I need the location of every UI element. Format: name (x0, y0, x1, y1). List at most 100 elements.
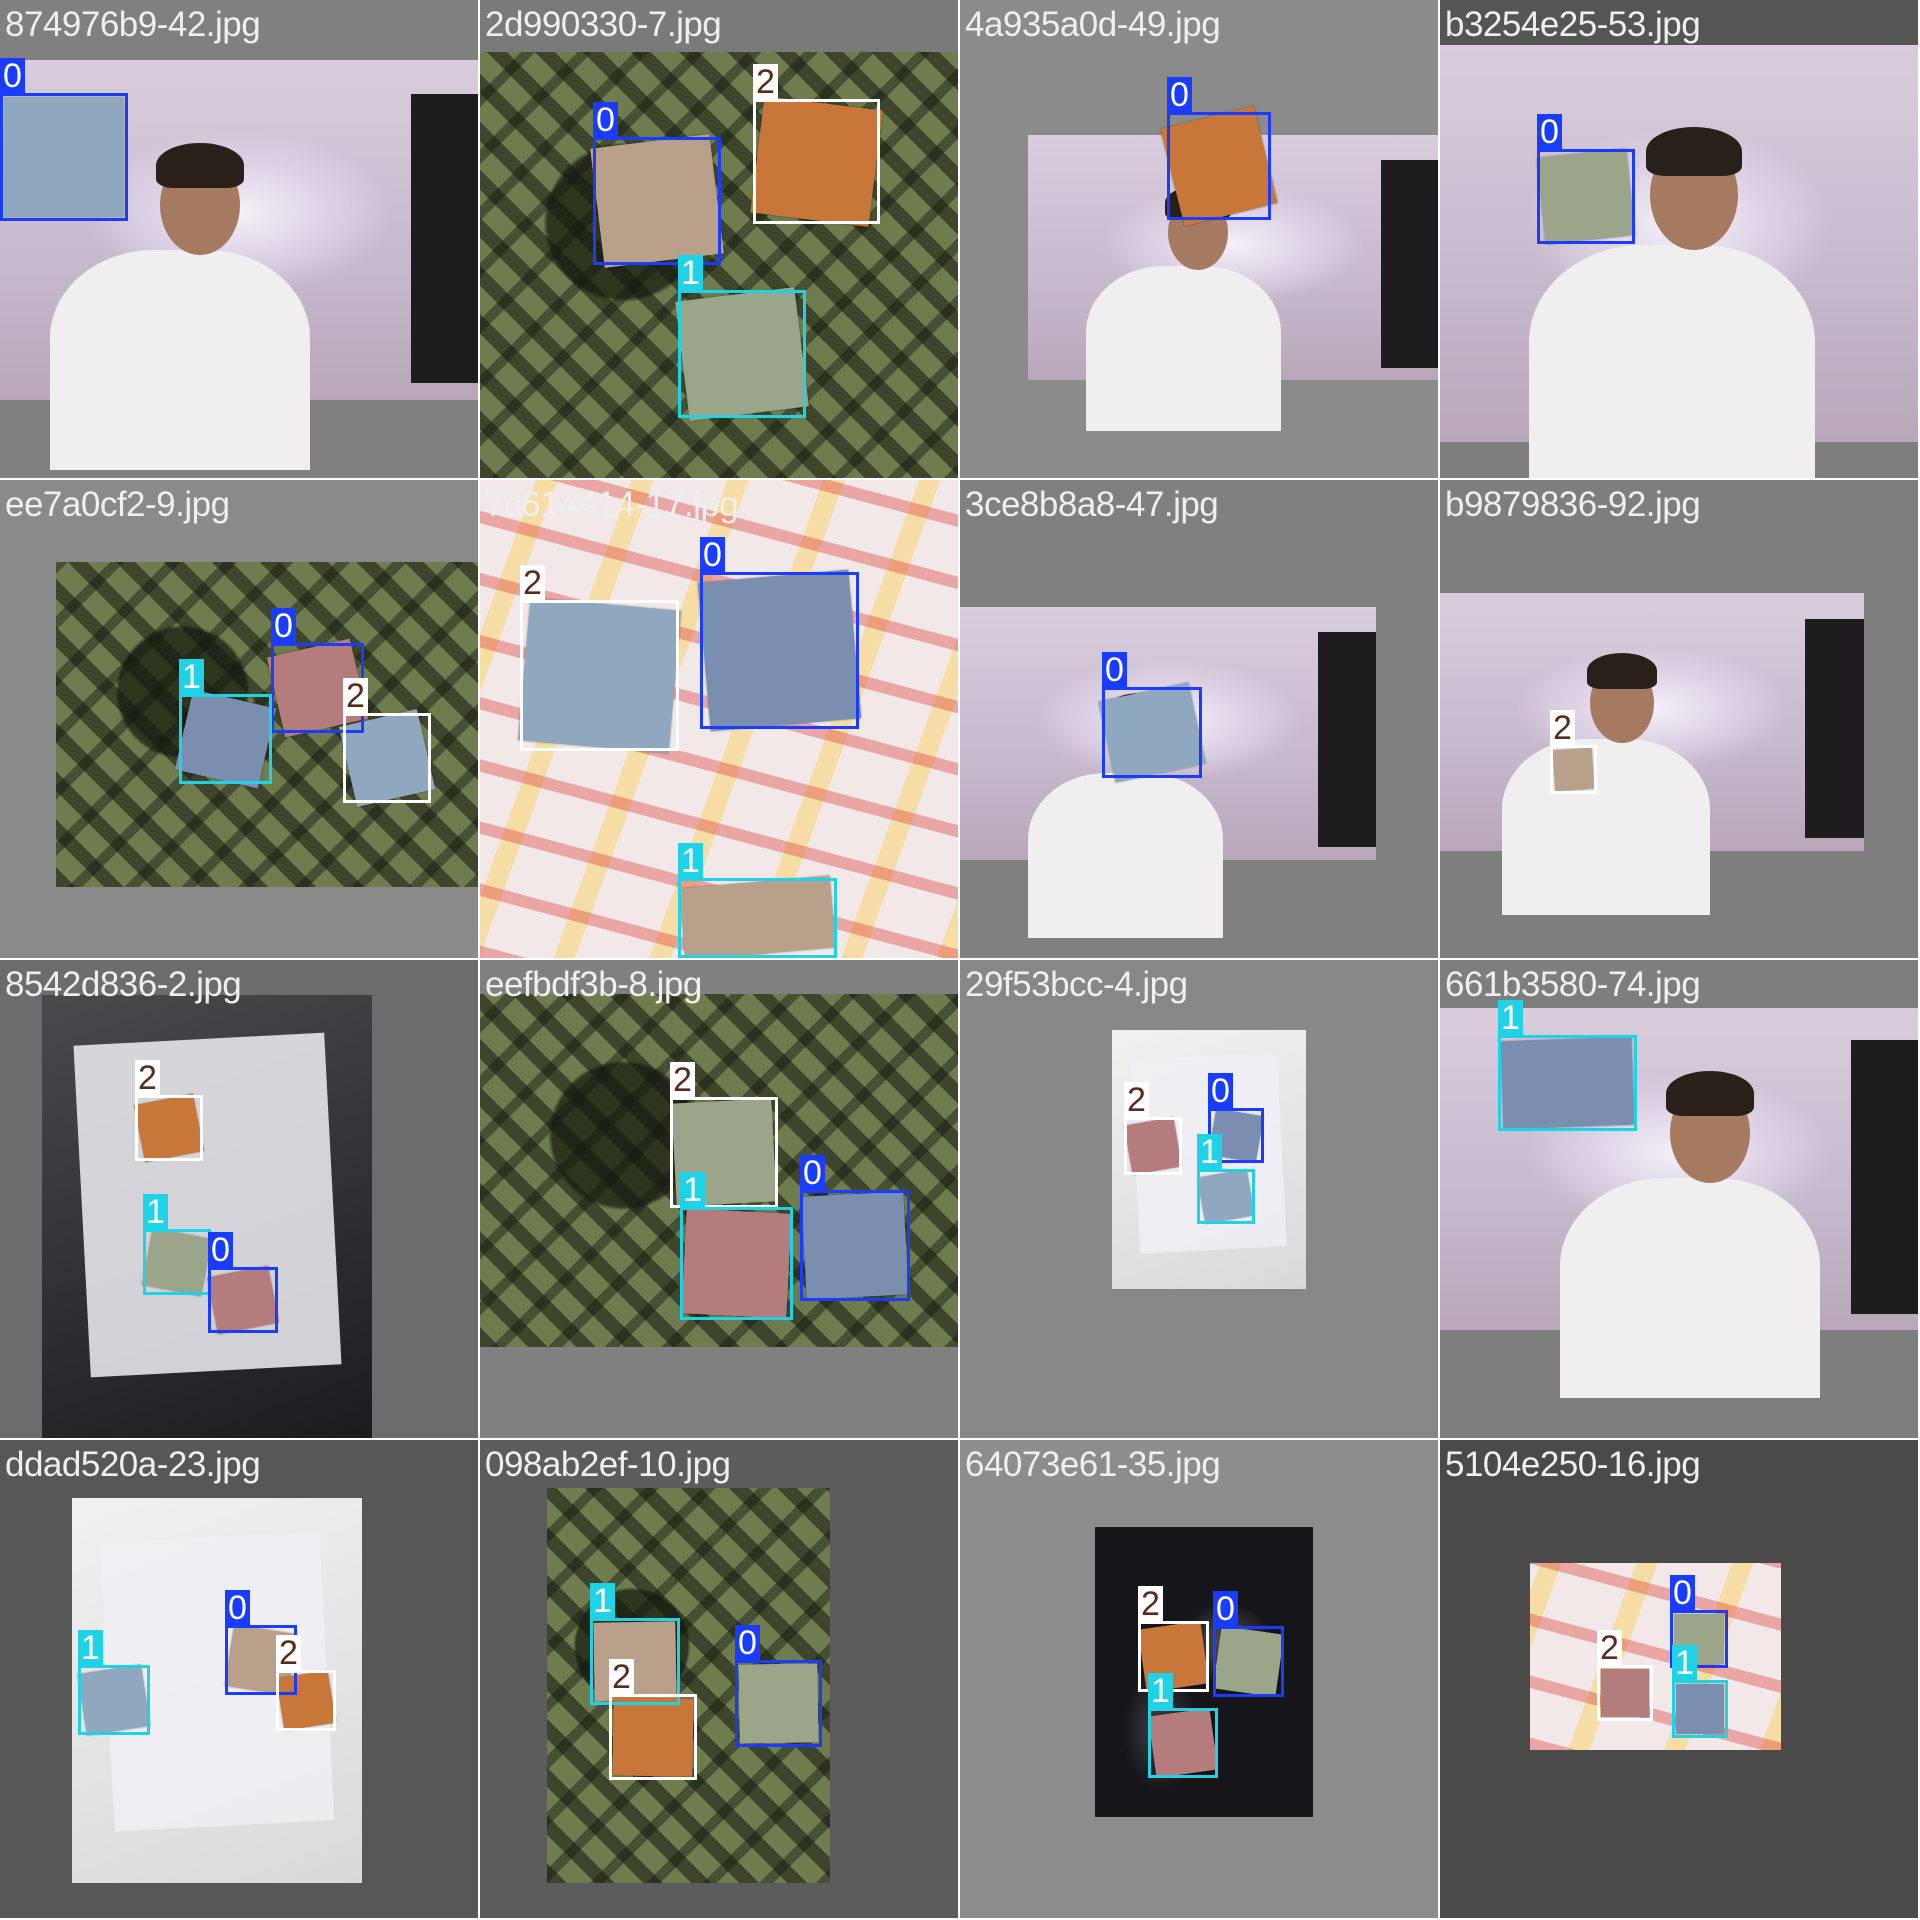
class-label: 1 (143, 1194, 168, 1230)
image-tile: 1 661b3580-74.jpg (1440, 960, 1918, 1438)
image-tile: 0 1 2 ee7a0cf2-9.jpg (0, 480, 478, 958)
bounding-box-class-0[interactable] (1537, 149, 1635, 244)
bounding-box-class-0[interactable] (1102, 687, 1202, 778)
bounding-box-class-0[interactable] (1213, 1626, 1284, 1697)
photo-room (0, 60, 478, 470)
image-filename: ee7a0cf2-9.jpg (5, 485, 230, 524)
bounding-box-class-1[interactable] (590, 1618, 680, 1705)
bounding-box-class-2[interactable] (670, 1097, 778, 1208)
shelf-decor (1851, 1040, 1918, 1314)
image-tile: 0 874976b9-42.jpg (0, 0, 478, 478)
image-filename: 8542d836-2.jpg (5, 965, 242, 1004)
image-filename: 7c614414-17.jpg (485, 485, 739, 524)
bounding-box-class-1[interactable] (678, 290, 806, 418)
bounding-box-class-1[interactable] (78, 1665, 150, 1735)
image-filename: 3ce8b8a8-47.jpg (965, 485, 1219, 524)
bounding-box-class-0[interactable] (593, 137, 721, 265)
bounding-box-class-1[interactable] (179, 694, 272, 784)
person-hair (1586, 653, 1658, 690)
bounding-box-class-1[interactable] (678, 878, 837, 958)
image-tile: 2 0 1 64073e61-35.jpg (960, 1440, 1438, 1918)
image-filename: ddad520a-23.jpg (5, 1445, 261, 1484)
image-tile: 0 4a935a0d-49.jpg (960, 0, 1438, 478)
bounding-box-class-0[interactable] (735, 1660, 822, 1747)
image-filename: 29f53bcc-4.jpg (965, 965, 1188, 1004)
bounding-box-class-0[interactable] (208, 1267, 278, 1333)
person-shirt (50, 250, 310, 470)
class-label: 0 (800, 1155, 825, 1191)
class-label: 0 (1537, 114, 1562, 150)
stamp-card (1676, 1684, 1724, 1734)
image-tile: 0 2 1 7c614414-17.jpg (480, 480, 958, 958)
class-label: 1 (680, 1172, 705, 1208)
person-shirt (1027, 773, 1223, 939)
bounding-box-class-1[interactable] (1498, 1035, 1637, 1131)
image-filename: eefbdf3b-8.jpg (485, 965, 702, 1004)
class-label: 1 (1672, 1645, 1697, 1681)
class-label: 0 (225, 1590, 250, 1626)
class-label: 1 (78, 1630, 103, 1666)
class-label: 0 (271, 608, 296, 644)
class-label: 0 (593, 102, 618, 138)
bounding-box-class-1[interactable] (1197, 1169, 1255, 1224)
bounding-box-class-1[interactable] (1672, 1680, 1728, 1738)
bounding-box-class-0[interactable] (1670, 1610, 1728, 1668)
bounding-box-class-2[interactable] (1138, 1621, 1209, 1692)
image-filename: 874976b9-42.jpg (5, 5, 261, 44)
person-hair (156, 143, 244, 188)
class-label: 0 (700, 537, 725, 573)
class-label: 1 (678, 843, 703, 879)
image-tile: 2 0 1 29f53bcc-4.jpg (960, 960, 1438, 1438)
class-label: 0 (1167, 77, 1192, 113)
bounding-box-class-1[interactable] (680, 1207, 793, 1320)
bounding-box-class-2[interactable] (343, 713, 431, 803)
bounding-box-class-0[interactable] (0, 93, 128, 221)
class-label: 2 (276, 1635, 301, 1671)
image-tile: 0 2 1 5104e250-16.jpg (1440, 1440, 1918, 1918)
bounding-box-class-0[interactable] (800, 1190, 910, 1301)
bounding-box-class-2[interactable] (609, 1694, 697, 1780)
shelf-decor (1317, 632, 1376, 848)
shelf-decor (411, 94, 478, 383)
class-label: 2 (753, 64, 778, 100)
image-tile: 2 b9879836-92.jpg (1440, 480, 1918, 958)
class-label: 0 (735, 1625, 760, 1661)
image-tile: 2 1 0 eefbdf3b-8.jpg (480, 960, 958, 1438)
paper-sheet (73, 1032, 341, 1378)
image-tile: 0 3ce8b8a8-47.jpg (960, 480, 1438, 958)
class-label: 2 (670, 1062, 695, 1098)
class-label: 1 (678, 255, 703, 291)
class-label: 1 (590, 1583, 615, 1619)
person-shirt (1085, 266, 1281, 432)
bounding-box-class-2[interactable] (520, 600, 679, 751)
person-shirt (1560, 1178, 1820, 1398)
bounding-box-class-1[interactable] (1148, 1708, 1218, 1778)
image-tile: 1 0 2 ddad520a-23.jpg (0, 1440, 478, 1918)
bounding-box-class-2[interactable] (1550, 745, 1597, 794)
image-filename: 098ab2ef-10.jpg (485, 1445, 731, 1484)
bounding-box-class-0[interactable] (1167, 112, 1271, 220)
image-tile: 2 1 0 8542d836-2.jpg (0, 960, 478, 1438)
bounding-box-class-0[interactable] (700, 572, 859, 729)
person-shirt (1502, 739, 1710, 915)
class-label: 0 (1670, 1575, 1695, 1611)
bounding-box-class-1[interactable] (143, 1229, 211, 1295)
class-label: 2 (520, 565, 545, 601)
image-tile: 0 b3254e25-53.jpg (1440, 0, 1918, 478)
class-label: 2 (1550, 710, 1575, 746)
photo-room (1028, 135, 1438, 432)
class-label: 1 (1197, 1134, 1222, 1170)
image-top-strip (1440, 0, 1918, 45)
photo-room (1440, 593, 1864, 915)
bounding-box-class-2[interactable] (276, 1670, 336, 1731)
stamp-card (4, 97, 124, 217)
class-label: 2 (609, 1659, 634, 1695)
image-filename: 661b3580-74.jpg (1445, 965, 1701, 1004)
bounding-box-class-2[interactable] (135, 1095, 203, 1161)
bounding-box-class-2[interactable] (753, 99, 880, 224)
class-label: 0 (1213, 1591, 1238, 1627)
bounding-box-class-2[interactable] (1597, 1665, 1653, 1721)
person-hair (1645, 126, 1743, 177)
bounding-box-class-2[interactable] (1124, 1117, 1182, 1175)
